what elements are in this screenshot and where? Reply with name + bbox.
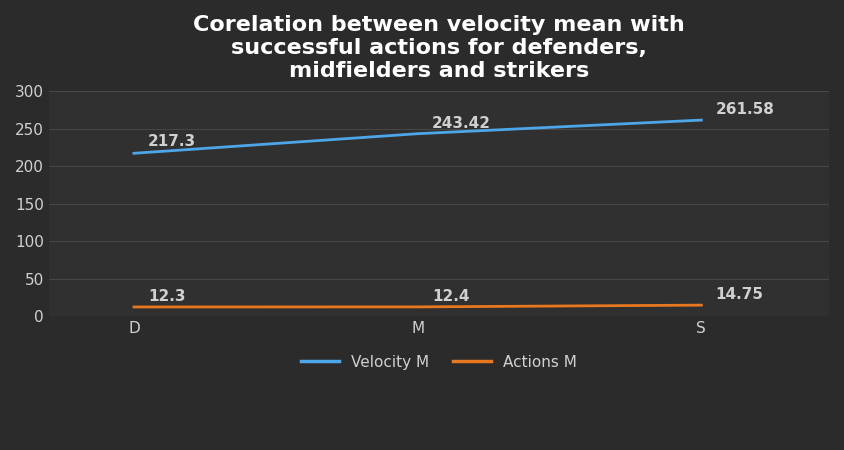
Line: Actions M: Actions M — [134, 305, 701, 307]
Actions M — [696, 302, 706, 308]
Velocity M — [413, 131, 423, 136]
Text: 243.42: 243.42 — [432, 116, 491, 130]
Text: 14.75: 14.75 — [716, 287, 764, 302]
Actions M — [129, 304, 139, 310]
Text: 217.3: 217.3 — [149, 134, 197, 149]
Velocity M — [129, 151, 139, 156]
Line: Velocity M: Velocity M — [134, 120, 701, 153]
Velocity M — [696, 117, 706, 123]
Text: 12.3: 12.3 — [149, 289, 186, 304]
Text: 12.4: 12.4 — [432, 289, 469, 304]
Title: Corelation between velocity mean with
successful actions for defenders,
midfield: Corelation between velocity mean with su… — [193, 15, 684, 81]
Legend: Velocity M, Actions M: Velocity M, Actions M — [295, 349, 583, 376]
Actions M — [413, 304, 423, 310]
Text: 261.58: 261.58 — [716, 102, 775, 117]
